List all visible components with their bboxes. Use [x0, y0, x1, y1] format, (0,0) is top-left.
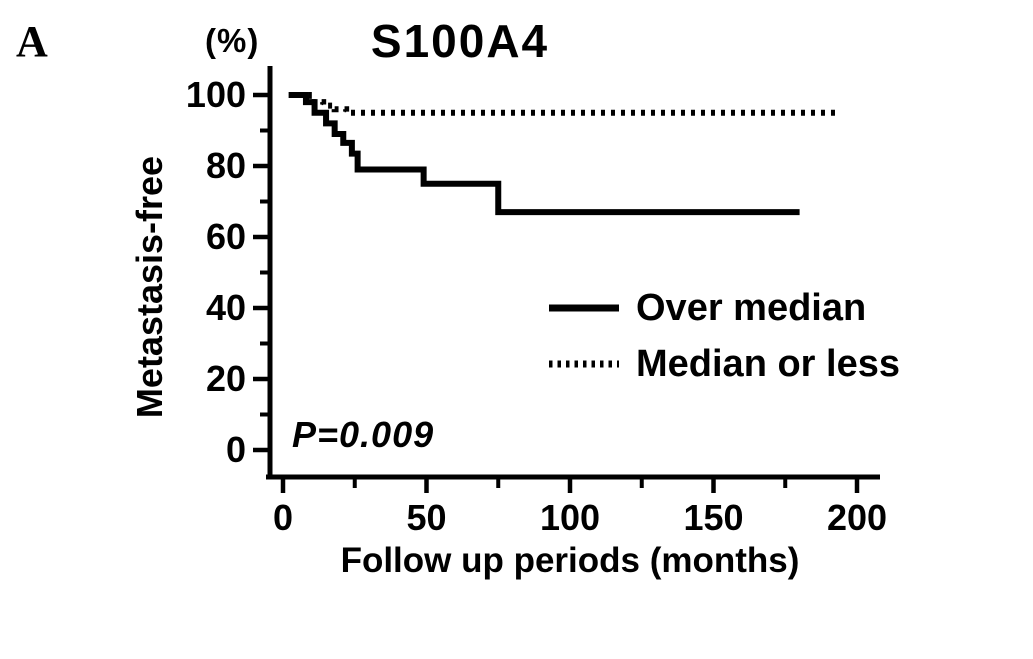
dotted-line-swatch: [549, 360, 619, 368]
chart-title: S100A4: [370, 15, 550, 67]
p-value-annotation: P=0.009: [292, 414, 435, 455]
legend: Over median Median or less: [548, 286, 900, 386]
legend-item-over-median: Over median: [548, 286, 900, 330]
y-axis-label: Metastasis-free: [129, 155, 170, 419]
survival-curve-median-or-less: [288, 92, 837, 116]
x-axis-label: Follow up periods (months): [340, 541, 800, 580]
x-tick-label: 100: [540, 497, 600, 538]
y-tick-label: 60: [206, 216, 246, 257]
panel-label: A: [16, 17, 48, 66]
x-tick-label: 50: [406, 497, 446, 538]
x-tick-label: 200: [827, 497, 887, 538]
y-tick-label: 80: [206, 145, 246, 186]
y-tick-label: 20: [206, 358, 246, 399]
legend-label-median-or-less: Median or less: [636, 342, 900, 385]
x-tick-label: 0: [273, 497, 293, 538]
y-tick-label: 0: [226, 429, 246, 470]
x-tick-label: 150: [683, 497, 743, 538]
y-tick-label: 100: [186, 74, 246, 115]
legend-label-over-median: Over median: [636, 286, 867, 329]
legend-item-median-or-less: Median or less: [548, 342, 900, 386]
y-tick-label: 40: [206, 287, 246, 328]
solid-line-swatch: [549, 304, 619, 312]
y-axis-unit-label: (%): [205, 22, 260, 59]
